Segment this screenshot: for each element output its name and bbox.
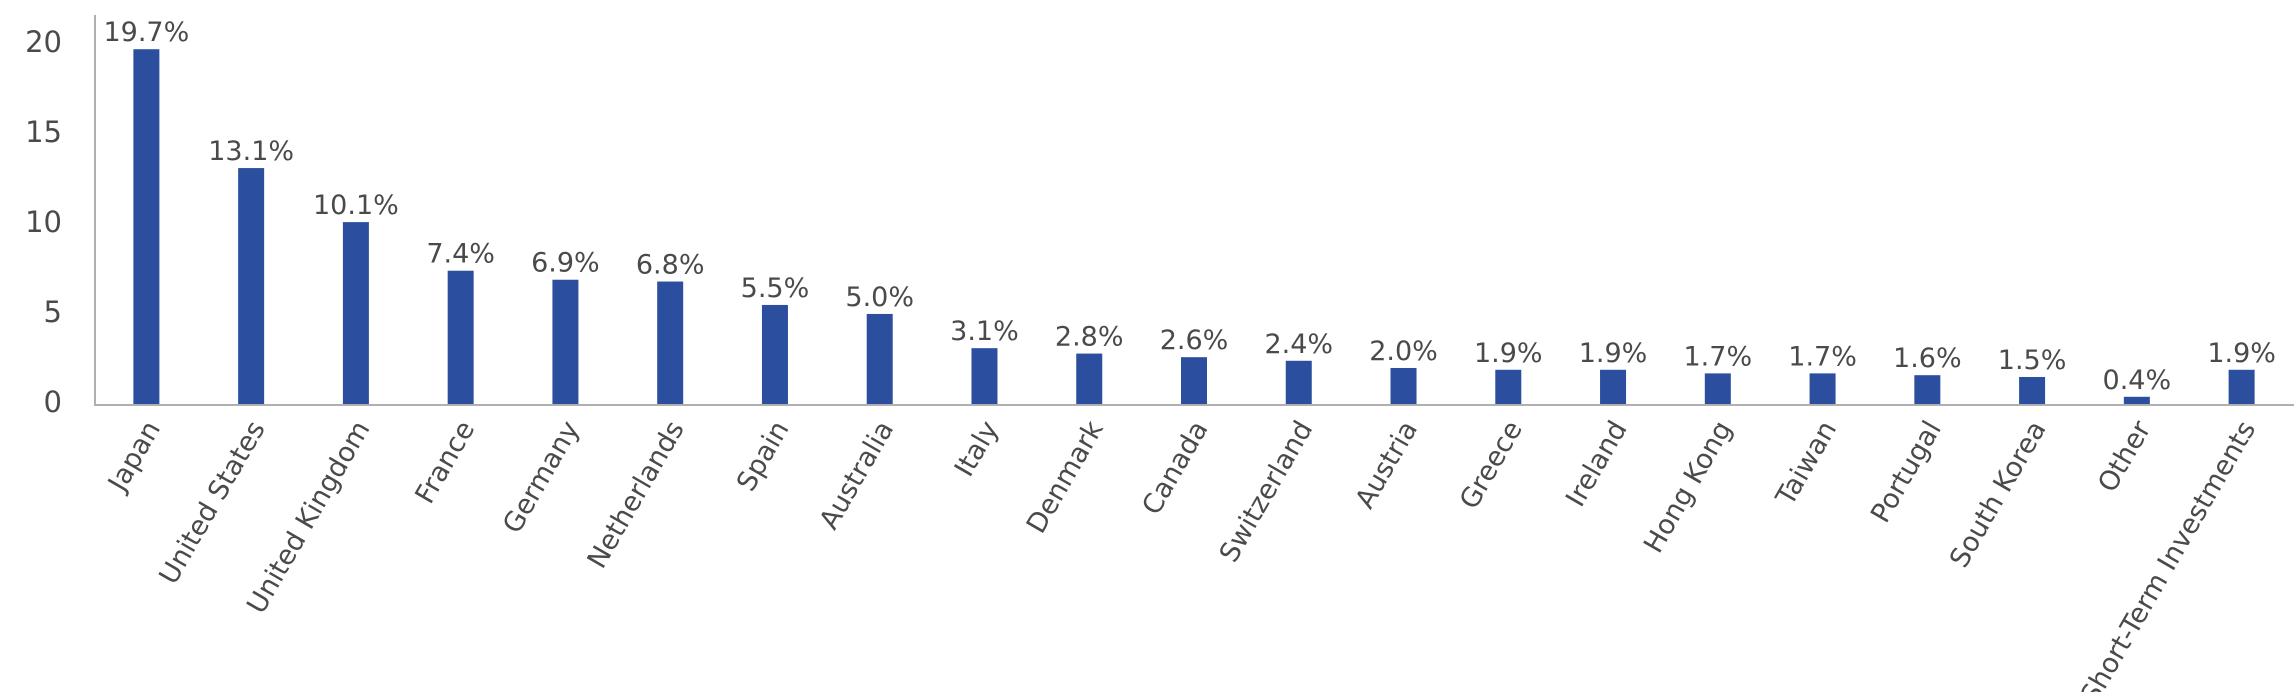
value-label: 0.4% — [2103, 365, 2172, 396]
bar — [761, 304, 788, 404]
value-label: 2.8% — [1055, 322, 1124, 353]
value-label: 7.4% — [426, 239, 495, 270]
bar — [1600, 369, 1627, 404]
bar — [1495, 369, 1522, 404]
y-tick-label: 5 — [44, 295, 62, 329]
bar — [447, 270, 474, 404]
value-label: 5.0% — [845, 282, 914, 313]
value-label: 2.4% — [1264, 329, 1333, 360]
value-label: 5.5% — [741, 273, 810, 304]
bar — [866, 313, 893, 404]
x-tick-label: Netherlands — [582, 416, 691, 574]
value-label: 13.1% — [208, 136, 294, 167]
value-label: 1.5% — [1998, 345, 2067, 376]
value-label: 6.9% — [531, 248, 600, 279]
value-label: 2.6% — [1160, 325, 1229, 356]
y-tick-label: 20 — [25, 25, 62, 59]
x-tick-label: Short-Term Investments — [2075, 416, 2262, 692]
x-tick-label: Germany — [497, 416, 586, 539]
x-tick-label: Hong Kong — [1638, 416, 1738, 559]
bar — [657, 281, 684, 404]
y-tick-label: 0 — [44, 385, 62, 419]
y-tick-label: 15 — [25, 115, 62, 149]
x-tick-label: Spain — [731, 416, 796, 497]
x-tick-label: United States — [153, 416, 271, 590]
x-tick-label: Other — [2092, 415, 2158, 498]
bar — [133, 49, 160, 405]
bar — [1181, 357, 1207, 404]
bar — [342, 222, 369, 404]
value-label: 10.1% — [313, 190, 399, 221]
value-label: 1.7% — [1684, 341, 1753, 372]
y-tick-label: 10 — [25, 205, 62, 239]
value-label: 1.6% — [1893, 343, 1962, 374]
x-tick-label: Taiwan — [1770, 416, 1843, 512]
value-label: 1.9% — [1579, 338, 1648, 369]
x-tick-label: Ireland — [1560, 416, 1634, 512]
bar — [238, 168, 265, 404]
x-tick-label: Italy — [949, 416, 1005, 482]
value-label: 1.7% — [1788, 341, 1857, 372]
x-tick-label: Austria — [1350, 416, 1425, 514]
value-label: 19.7% — [103, 17, 189, 48]
x-tick-label: Switzerland — [1214, 416, 1320, 568]
value-label: 6.8% — [636, 250, 705, 281]
x-tick-label: Japan — [101, 416, 167, 498]
bar — [552, 279, 579, 404]
bar — [1809, 373, 1836, 404]
value-label: 1.9% — [2207, 338, 2276, 369]
bar — [971, 348, 998, 404]
bar — [1914, 375, 1941, 404]
bar — [2019, 376, 2046, 404]
x-tick-label: Portugal — [1865, 416, 1948, 528]
bar — [1285, 360, 1312, 404]
x-tick-label: Australia — [814, 416, 901, 535]
value-label: 2.0% — [1369, 336, 1438, 367]
bar — [1390, 367, 1417, 404]
value-label: 1.9% — [1474, 338, 1543, 369]
bar — [1076, 353, 1103, 404]
x-tick-label: Denmark — [1021, 415, 1110, 538]
bar — [1704, 373, 1731, 404]
x-tick-label: France — [409, 416, 481, 509]
value-label: 3.1% — [950, 316, 1019, 347]
x-tick-label: Canada — [1136, 416, 1214, 520]
x-tick-label: Greece — [1454, 416, 1529, 515]
bar — [2123, 396, 2150, 404]
bar — [2228, 369, 2255, 404]
x-tick-label: South Korea — [1944, 416, 2053, 573]
